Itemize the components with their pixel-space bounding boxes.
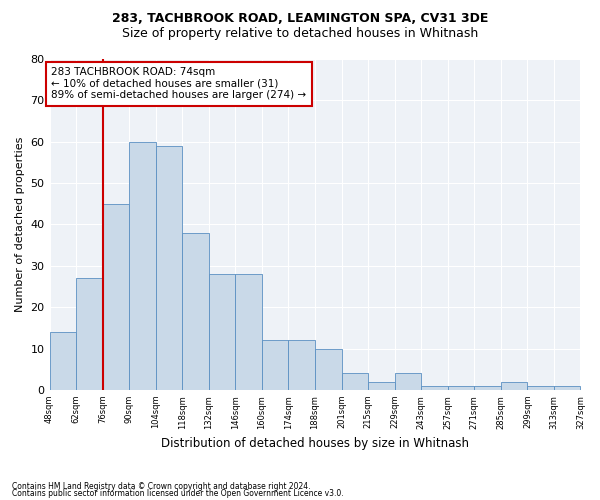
Bar [129,142,156,390]
Bar [341,374,368,390]
Bar [421,386,448,390]
Y-axis label: Number of detached properties: Number of detached properties [15,137,25,312]
Bar [156,146,182,390]
X-axis label: Distribution of detached houses by size in Whitnash: Distribution of detached houses by size … [161,437,469,450]
Bar [448,386,475,390]
Bar [554,386,580,390]
Text: Size of property relative to detached houses in Whitnash: Size of property relative to detached ho… [122,28,478,40]
Text: 283, TACHBROOK ROAD, LEAMINGTON SPA, CV31 3DE: 283, TACHBROOK ROAD, LEAMINGTON SPA, CV3… [112,12,488,26]
Bar [395,374,421,390]
Bar [289,340,315,390]
Bar [76,278,103,390]
Text: Contains public sector information licensed under the Open Government Licence v3: Contains public sector information licen… [12,490,344,498]
Bar [262,340,289,390]
Bar [50,332,76,390]
Bar [475,386,501,390]
Bar [527,386,554,390]
Bar [368,382,395,390]
Bar [209,274,235,390]
Bar [235,274,262,390]
Bar [501,382,527,390]
Text: 283 TACHBROOK ROAD: 74sqm
← 10% of detached houses are smaller (31)
89% of semi-: 283 TACHBROOK ROAD: 74sqm ← 10% of detac… [52,68,307,100]
Bar [315,348,341,390]
Bar [182,232,209,390]
Bar [103,204,129,390]
Text: Contains HM Land Registry data © Crown copyright and database right 2024.: Contains HM Land Registry data © Crown c… [12,482,311,491]
